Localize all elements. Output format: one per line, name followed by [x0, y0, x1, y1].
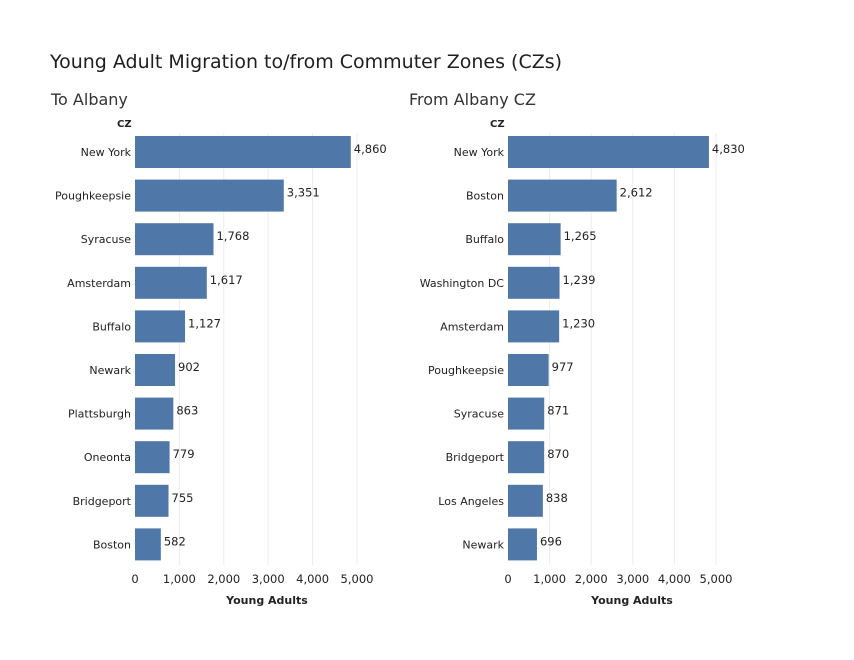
x-tick-labels-to-albany: 0 1,000 2,000 3,000 4,000 5,000 — [131, 572, 373, 586]
value-label: 3,351 — [287, 186, 320, 200]
value-label: 1,239 — [563, 273, 596, 287]
bar-boston — [508, 179, 617, 212]
bar-buffalo — [508, 223, 561, 256]
value-label: 582 — [164, 534, 186, 548]
bar-poughkeepsie — [135, 179, 284, 212]
x-tick-label: 5,000 — [341, 572, 374, 586]
value-label: 2,612 — [620, 186, 653, 200]
category-label: Syracuse — [81, 233, 132, 246]
category-label: Newark — [462, 538, 504, 551]
x-tick-label: 4,000 — [658, 572, 691, 586]
value-label: 1,265 — [564, 229, 597, 243]
category-label: Bridgeport — [446, 451, 505, 464]
to-albany-panel: To Albany CZ New York Poughkeepsie Syracus… — [50, 90, 387, 607]
category-label: Newark — [89, 364, 131, 377]
category-label: Los Angeles — [438, 495, 504, 508]
x-tick-label: 2,000 — [207, 572, 240, 586]
from-albany-panel: From Albany CZ CZ New York Boston Buffalo W… — [409, 90, 745, 607]
category-label: Poughkeepsie — [55, 190, 131, 203]
bar-washington-dc — [508, 266, 560, 299]
category-label: Buffalo — [92, 320, 131, 333]
category-label: Bridgeport — [73, 495, 132, 508]
category-header-from-albany: CZ — [490, 119, 505, 130]
panel-title-to-albany: To Albany — [50, 90, 128, 109]
category-label: Boston — [466, 190, 504, 203]
x-tick-label: 0 — [504, 572, 511, 586]
category-label: New York — [454, 146, 505, 159]
category-labels-to-albany: New York Poughkeepsie Syracuse Amsterdam Buf… — [55, 146, 132, 551]
value-label: 1,230 — [562, 316, 595, 330]
bar-bridgeport — [508, 441, 545, 474]
bar-new-york — [508, 136, 709, 168]
bars-to-albany — [135, 136, 351, 561]
category-label: Plattsburgh — [68, 408, 131, 421]
bar-poughkeepsie — [508, 354, 549, 386]
x-tick-label: 3,000 — [252, 572, 285, 586]
bar-bridgeport — [135, 484, 169, 517]
value-label: 4,860 — [354, 142, 387, 156]
bar-buffalo — [135, 310, 186, 343]
value-label: 696 — [540, 534, 562, 548]
bar-oneonta — [135, 441, 170, 474]
category-label: New York — [81, 146, 132, 159]
x-tick-label: 0 — [131, 572, 138, 586]
value-label: 863 — [176, 404, 198, 418]
x-tick-label: 4,000 — [296, 572, 329, 586]
x-tick-label: 1,000 — [163, 572, 196, 586]
x-axis-title-to-albany: Young Adults — [225, 594, 308, 607]
bar-amsterdam — [135, 266, 207, 299]
value-label: 1,127 — [188, 316, 221, 330]
bar-newark — [135, 354, 176, 386]
bar-boston — [135, 528, 161, 561]
x-tick-label: 5,000 — [700, 572, 733, 586]
panel-title-from-albany: From Albany CZ — [409, 90, 536, 109]
value-label: 4,830 — [712, 142, 745, 156]
bar-plattsburgh — [135, 397, 174, 430]
x-tick-label: 1,000 — [533, 572, 566, 586]
value-label: 1,768 — [216, 229, 249, 243]
category-label: Boston — [93, 538, 131, 551]
category-label: Oneonta — [84, 451, 131, 464]
category-label: Washington DC — [420, 277, 505, 290]
category-label: Syracuse — [454, 408, 505, 421]
bar-syracuse — [508, 397, 545, 430]
value-labels-from-albany: 4,830 2,612 1,265 1,239 1,230 977 871 870 838 696 — [540, 142, 745, 548]
value-label: 1,617 — [210, 273, 243, 287]
x-tick-label: 3,000 — [616, 572, 649, 586]
bar-los-angeles — [508, 484, 543, 517]
value-label: 755 — [172, 491, 194, 505]
bar-new-york — [135, 136, 351, 168]
x-tick-labels-from-albany: 0 1,000 2,000 3,000 4,000 5,000 — [504, 572, 732, 586]
value-label: 871 — [547, 404, 569, 418]
bar-newark — [508, 528, 537, 561]
category-label: Amsterdam — [67, 277, 131, 290]
bars-from-albany — [508, 136, 709, 561]
value-label: 838 — [546, 491, 568, 505]
category-label: Buffalo — [465, 233, 504, 246]
category-label: Poughkeepsie — [428, 364, 504, 377]
x-tick-label: 2,000 — [575, 572, 608, 586]
category-header-to-albany: CZ — [117, 119, 132, 130]
value-labels-to-albany: 4,860 3,351 1,768 1,617 1,127 902 863 779 755 582 — [164, 142, 387, 548]
bar-amsterdam — [508, 310, 560, 343]
bar-syracuse — [135, 223, 214, 256]
category-label: Amsterdam — [440, 320, 504, 333]
value-label: 779 — [173, 447, 195, 461]
category-labels-from-albany: New York Boston Buffalo Washington DC Amster… — [420, 146, 505, 551]
value-label: 977 — [552, 360, 574, 374]
value-label: 870 — [547, 447, 569, 461]
value-label: 902 — [178, 360, 200, 374]
chart-title: Young Adult Migration to/from Commuter Z… — [49, 51, 562, 73]
x-axis-title-from-albany: Young Adults — [590, 594, 673, 607]
